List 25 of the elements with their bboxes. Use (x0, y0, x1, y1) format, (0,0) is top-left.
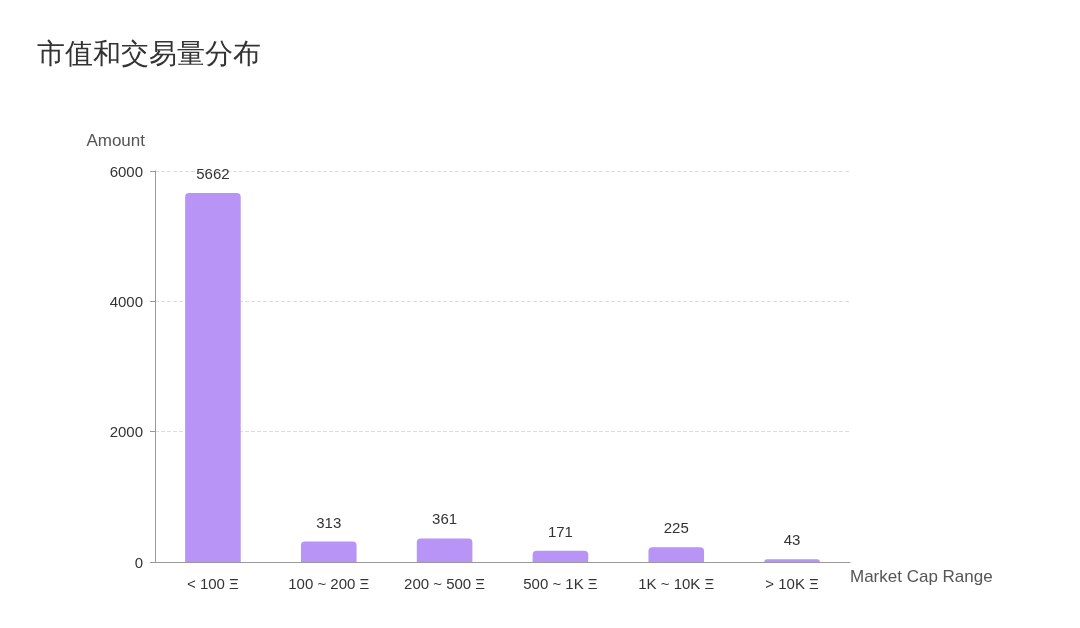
y-axis-title: Amount (86, 131, 146, 150)
x-axis-title: Market Cap Range (850, 567, 993, 586)
bar (416, 538, 473, 562)
x-tick-label: < 100 Ξ (186, 575, 240, 592)
bar (764, 559, 820, 562)
bar (532, 550, 589, 562)
data-label: 313 (316, 513, 342, 531)
data-label: 171 (547, 522, 573, 540)
data-label: 43 (783, 531, 801, 549)
y-tick-label: 0 (134, 553, 143, 571)
bar (185, 193, 241, 562)
data-label: 361 (432, 510, 458, 528)
bar (300, 541, 357, 562)
x-tick-label: > 10K Ξ (765, 575, 820, 592)
y-tick-label: 6000 (109, 162, 143, 180)
y-tick-label: 4000 (109, 292, 143, 310)
x-tick-label: 1K ~ 10K Ξ (638, 575, 715, 592)
x-tick-label: 500 ~ 1K Ξ (523, 575, 598, 592)
chart-title: 市值和交易量分布 (37, 37, 261, 69)
y-tick-label: 2000 (109, 423, 143, 441)
x-tick-label: 200 ~ 500 Ξ (404, 575, 486, 592)
bar (648, 547, 705, 562)
x-tick-label: 100 ~ 200 Ξ (288, 575, 370, 592)
data-label: 5662 (196, 165, 230, 183)
data-label: 225 (663, 519, 689, 537)
